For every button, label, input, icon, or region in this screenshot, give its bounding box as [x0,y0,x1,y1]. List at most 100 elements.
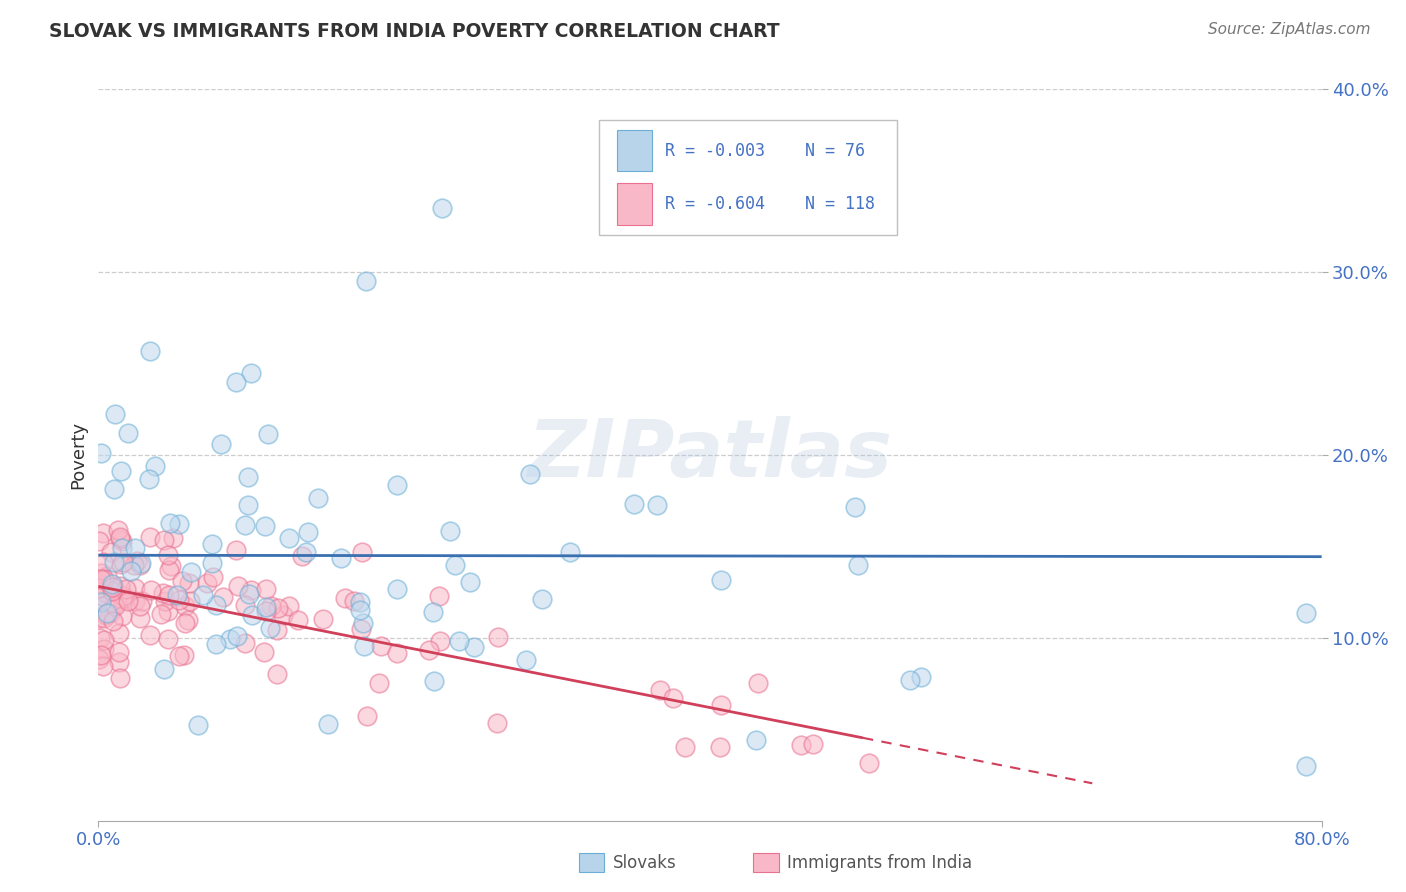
Point [187,718,209,732]
Point [125,554,148,568]
Point [256,603,278,617]
Point [110,557,132,571]
Point [110,465,132,479]
Point [107,625,129,640]
Point [166,588,188,602]
Point [153,533,176,548]
Point [233,598,256,612]
Point [236,498,259,512]
Point [153,662,176,676]
Point [240,582,263,597]
Point [218,632,240,647]
Point [225,375,247,389]
Point [139,582,162,597]
Point [316,716,339,731]
Point [179,594,201,608]
Point [115,582,138,596]
Point [225,542,247,557]
Point [174,616,197,631]
Point [197,575,219,590]
Point [266,667,288,681]
Point [240,607,263,622]
Point [101,598,124,612]
Point [1295,758,1317,772]
Point [156,548,179,562]
Point [108,579,131,593]
Point [277,599,299,614]
Point [103,556,125,570]
Point [370,639,392,653]
Point [111,534,134,549]
Point [342,594,364,608]
Point [96,569,118,583]
Point [463,640,485,655]
Point [209,437,232,451]
Point [287,614,309,628]
Point [91,590,114,604]
Point [333,591,356,606]
Point [271,608,294,623]
Point [277,531,299,545]
Point [173,648,195,663]
Point [111,541,134,556]
Point [427,589,450,603]
Point [96,606,118,620]
Point [145,459,167,474]
Point [356,709,378,723]
Point [354,274,377,288]
Point [169,593,191,607]
Point [486,630,509,644]
Point [159,558,181,573]
Point [177,613,200,627]
Point [90,595,112,609]
Point [110,530,132,544]
Point [238,470,260,484]
Point [139,530,162,544]
Point [93,572,115,586]
Point [111,591,134,606]
Point [645,498,668,512]
Point [111,589,134,603]
Point [177,575,200,590]
Point [439,524,461,539]
Point [94,607,117,622]
Text: Slovaks: Slovaks [613,854,676,871]
Point [353,639,375,653]
Point [170,574,193,588]
Point [111,555,134,569]
Point [117,593,139,607]
Y-axis label: Poverty: Poverty [69,421,87,489]
Point [201,557,224,571]
Point [204,598,226,612]
Point [485,715,508,730]
Point [747,676,769,690]
Point [90,566,112,580]
Point [201,570,224,584]
Point [238,587,260,601]
Point [167,648,190,663]
Point [254,600,277,615]
Point [233,517,256,532]
Text: R = -0.604    N = 118: R = -0.604 N = 118 [665,195,875,213]
Point [350,622,373,636]
Point [844,500,866,514]
Point [90,648,112,662]
Point [157,563,180,577]
Point [108,655,131,669]
Point [858,756,880,771]
Point [312,611,335,625]
Point [648,682,671,697]
Point [90,572,112,586]
Point [90,446,112,460]
Point [226,579,249,593]
Point [152,586,174,600]
Point [101,614,124,628]
Point [233,636,256,650]
Point [307,491,329,506]
Point [673,740,696,755]
Point [387,646,409,660]
Point [89,611,111,625]
Point [153,594,176,608]
Point [100,545,122,559]
Point [87,582,110,596]
